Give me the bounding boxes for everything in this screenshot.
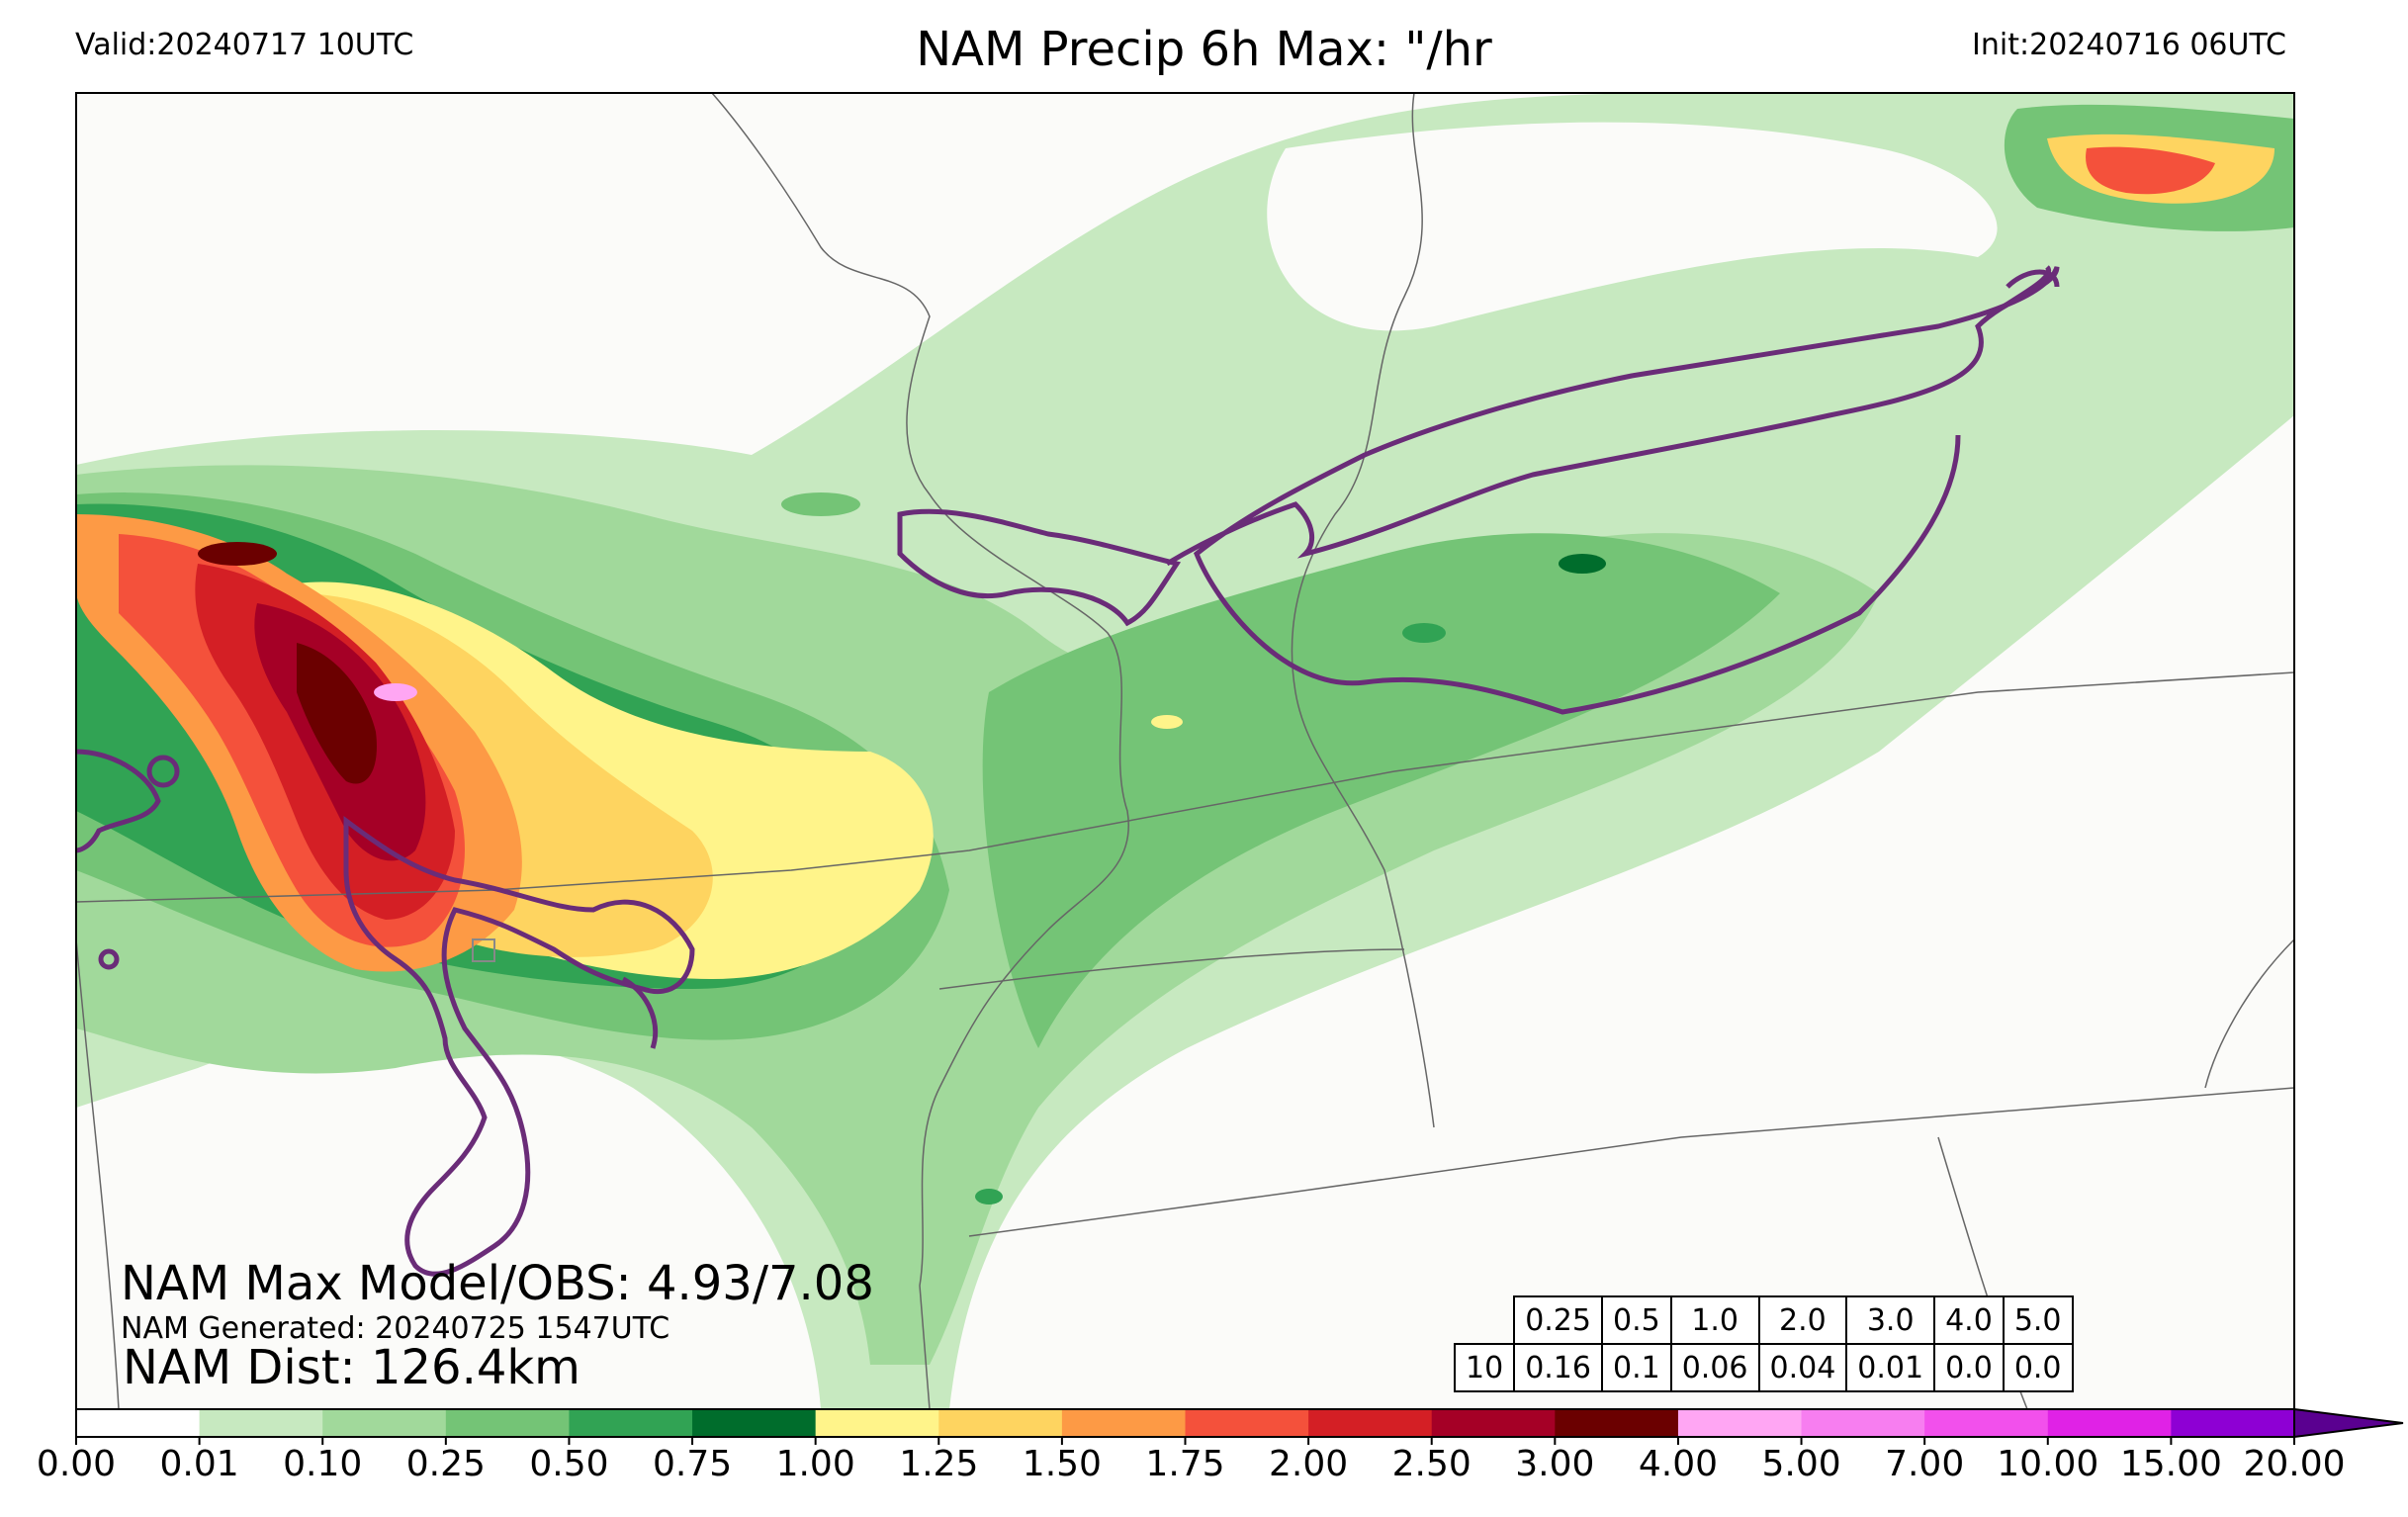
dist-label: NAM Dist: 126.4km xyxy=(123,1340,580,1395)
value-cell: 0.06 xyxy=(1669,1343,1760,1392)
threshold-cell: 2.0 xyxy=(1757,1295,1848,1345)
colorbar-tick-label: 0.25 xyxy=(405,1444,486,1484)
threshold-cell: 0.5 xyxy=(1600,1295,1672,1345)
colorbar-tick-label: 0.50 xyxy=(529,1444,609,1484)
stats-value-row: 10 0.16 0.1 0.06 0.04 0.01 0.0 0.0 xyxy=(1453,1343,2074,1392)
colorbar-segment xyxy=(1801,1409,1925,1437)
colorbar-extend-arrow xyxy=(2293,1407,2404,1439)
value-cell: 0.0 xyxy=(1933,1343,2005,1392)
colorbar-segment xyxy=(692,1409,817,1437)
colorbar-tick-label: 1.50 xyxy=(1022,1444,1102,1484)
colorbar-segment xyxy=(2171,1409,2295,1437)
threshold-cell: 3.0 xyxy=(1845,1295,1936,1345)
colorbar-tick-label: 2.00 xyxy=(1269,1444,1349,1484)
colorbar-tick-label: 2.50 xyxy=(1391,1444,1472,1484)
colorbar-segment xyxy=(1308,1409,1433,1437)
value-cell: 0.04 xyxy=(1757,1343,1848,1392)
colorbar-tick-label: 20.00 xyxy=(2243,1444,2346,1484)
precip-field xyxy=(76,93,2294,1409)
colorbar-segment xyxy=(1555,1409,1679,1437)
stats-table: 0.25 0.5 1.0 2.0 3.0 4.0 5.0 10 0.16 0.1… xyxy=(1453,1295,2074,1392)
colorbar-segment xyxy=(815,1409,939,1437)
colorbar-tick-label: 15.00 xyxy=(2119,1444,2222,1484)
obs-contour xyxy=(76,265,2060,1277)
colorbar-tick-label: 0.10 xyxy=(283,1444,363,1484)
value-cell: 0.16 xyxy=(1513,1343,1603,1392)
colorbar-segment xyxy=(76,1409,201,1437)
colorbar-segment xyxy=(1677,1409,1803,1437)
colorbar-segment xyxy=(1061,1409,1186,1437)
colorbar-tick-label: 1.75 xyxy=(1145,1444,1225,1484)
stats-threshold-row: 0.25 0.5 1.0 2.0 3.0 4.0 5.0 xyxy=(1455,1295,2074,1345)
colorbar-segment xyxy=(199,1409,323,1437)
threshold-cell: 4.0 xyxy=(1933,1295,2005,1345)
colorbar-segment xyxy=(1431,1409,1556,1437)
max-location-marker xyxy=(472,938,495,962)
colorbar-segment xyxy=(322,1409,447,1437)
threshold-cell: 1.0 xyxy=(1669,1295,1760,1345)
valid-time-label: Valid:20240717 10UTC xyxy=(75,28,414,62)
init-time-label: Init:20240716 06UTC xyxy=(1972,28,2286,62)
colorbar-tick-label: 5.00 xyxy=(1761,1444,1841,1484)
value-cell: 0.1 xyxy=(1600,1343,1672,1392)
colorbar-tick-label: 4.00 xyxy=(1638,1444,1719,1484)
colorbar-segment xyxy=(2047,1409,2172,1437)
value-cell: 0.01 xyxy=(1845,1343,1936,1392)
threshold-cell: 5.0 xyxy=(2002,1295,2074,1345)
colorbar-tick-label: 7.00 xyxy=(1885,1444,1965,1484)
colorbar-tick-label: 1.00 xyxy=(775,1444,855,1484)
colorbar-tick-label: 1.25 xyxy=(899,1444,979,1484)
colorbar-tick-label: 0.00 xyxy=(36,1444,117,1484)
colorbar-tick-label: 3.00 xyxy=(1515,1444,1595,1484)
colorbar-segment xyxy=(938,1409,1063,1437)
colorbar-tick-label: 0.01 xyxy=(159,1444,239,1484)
max-model-obs-label: NAM Max Model/OBS: 4.93/7.08 xyxy=(121,1256,874,1311)
generated-time-label: NAM Generated: 20240725 1547UTC xyxy=(121,1311,670,1346)
value-cell: 0.0 xyxy=(2002,1343,2074,1392)
stats-row-label: 10 xyxy=(1453,1343,1516,1392)
colorbar-segment xyxy=(1924,1409,2049,1437)
state-borders xyxy=(76,93,2294,1409)
threshold-cell: 0.25 xyxy=(1513,1295,1603,1345)
colorbar-tick-label: 10.00 xyxy=(1997,1444,2099,1484)
colorbar-segment xyxy=(1185,1409,1309,1437)
colorbar-segment xyxy=(445,1409,570,1437)
colorbar-segment xyxy=(569,1409,693,1437)
colorbar-tick-label: 0.75 xyxy=(652,1444,733,1484)
chart-title: NAM Precip 6h Max: "/hr xyxy=(916,22,1492,77)
